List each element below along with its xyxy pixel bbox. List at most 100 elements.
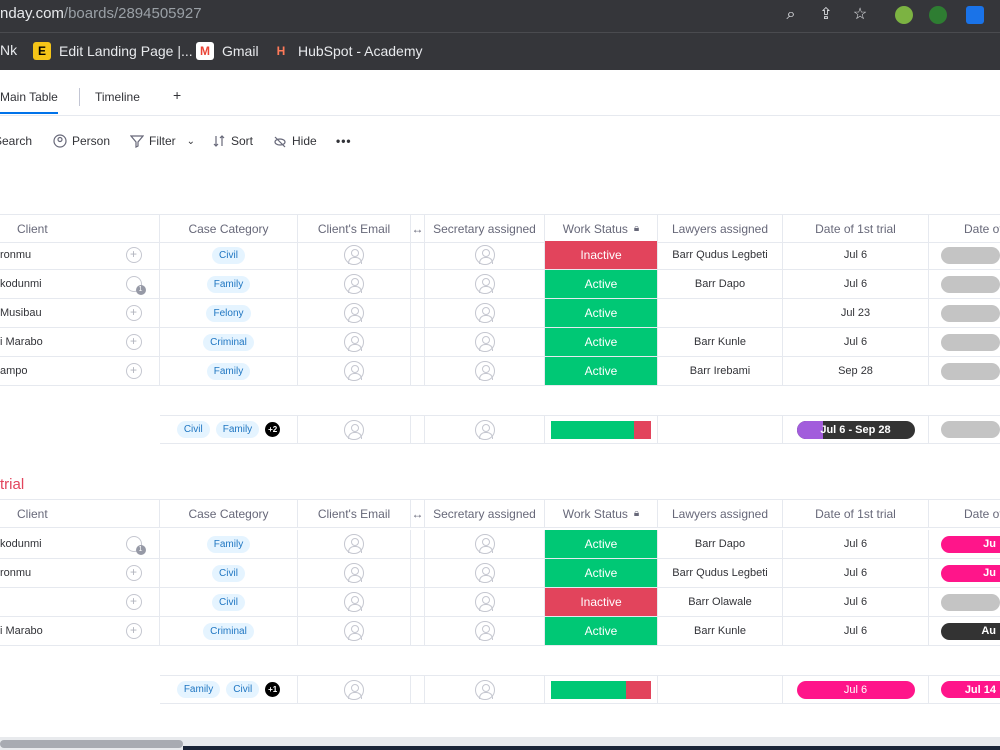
more-options-icon[interactable]: ••• bbox=[336, 134, 352, 148]
bookmark-star-icon[interactable]: ☆ bbox=[852, 6, 868, 23]
lawyer-cell[interactable]: Barr Kunle bbox=[658, 328, 783, 357]
lawyer-cell[interactable]: Barr Irebami bbox=[658, 357, 783, 386]
table-row[interactable]: Musibau + Felony Active Jul 23 bbox=[0, 299, 1000, 328]
email-cell[interactable] bbox=[298, 299, 411, 328]
date-range-summary[interactable]: Jul 6 bbox=[783, 675, 929, 704]
date2-cell[interactable]: Ju bbox=[929, 530, 1000, 559]
category-summary[interactable]: Civil Family +2 bbox=[160, 415, 298, 444]
column-header-lawyers[interactable]: Lawyers assigned bbox=[658, 214, 783, 243]
date2-cell[interactable] bbox=[929, 357, 1000, 386]
lawyer-cell[interactable]: Barr Dapo bbox=[658, 270, 783, 299]
lawyer-cell[interactable] bbox=[658, 299, 783, 328]
table-row[interactable]: ronmu + Civil Inactive Barr Qudus Legbet… bbox=[0, 241, 1000, 270]
status-cell[interactable]: Active bbox=[545, 530, 658, 559]
secretary-cell[interactable] bbox=[425, 588, 545, 617]
add-update-icon[interactable]: + bbox=[125, 594, 142, 610]
column-header-case-category[interactable]: Case Category bbox=[160, 499, 298, 528]
category-cell[interactable]: Civil bbox=[160, 588, 298, 617]
date-cell[interactable]: Jul 23 bbox=[783, 299, 929, 328]
add-update-icon[interactable]: + bbox=[125, 305, 142, 321]
date-cell[interactable]: Jul 6 bbox=[783, 559, 929, 588]
more-tags-badge[interactable]: +1 bbox=[265, 682, 281, 697]
column-header-client[interactable]: Client bbox=[0, 214, 108, 243]
table-row[interactable]: ronmu + Civil Active Barr Qudus Legbeti … bbox=[0, 559, 1000, 588]
search-button[interactable]: Search bbox=[0, 134, 33, 148]
tab-main-table[interactable]: Main Table bbox=[0, 90, 58, 114]
client-cell[interactable]: i Marabo bbox=[0, 328, 108, 357]
date-cell[interactable]: Sep 28 bbox=[783, 357, 929, 386]
updates-cell[interactable]: 1 bbox=[108, 530, 160, 559]
person-filter-button[interactable]: Person bbox=[53, 134, 110, 148]
share-icon[interactable]: ⇪ bbox=[819, 6, 833, 23]
client-cell[interactable]: kodunmi bbox=[0, 270, 108, 299]
browser-address-bar[interactable]: nday.com/boards/2894505927 ⌕ ⇪ ☆ bbox=[0, 0, 1000, 32]
column-header-secretary[interactable]: Secretary assigned bbox=[425, 499, 545, 528]
secretary-cell[interactable] bbox=[425, 357, 545, 386]
date-cell[interactable]: Jul 6 bbox=[783, 241, 929, 270]
column-header-date-2[interactable]: Date of bbox=[929, 499, 1000, 528]
column-resize-icon[interactable]: ↔ bbox=[411, 214, 425, 243]
column-header-secretary[interactable]: Secretary assigned bbox=[425, 214, 545, 243]
status-cell[interactable]: Active bbox=[545, 299, 658, 328]
status-cell[interactable]: Inactive bbox=[545, 241, 658, 270]
email-cell[interactable] bbox=[298, 530, 411, 559]
bookmark-item[interactable]: Nk bbox=[0, 42, 18, 58]
hide-button[interactable]: Hide bbox=[273, 134, 317, 148]
column-header-client[interactable]: Client bbox=[0, 499, 108, 528]
client-cell[interactable]: ronmu bbox=[0, 559, 108, 588]
column-header-email[interactable]: Client's Email bbox=[298, 214, 411, 243]
extension-icon[interactable] bbox=[929, 6, 947, 24]
column-header-date-2[interactable]: Date of bbox=[929, 214, 1000, 243]
column-header-case-category[interactable]: Case Category bbox=[160, 214, 298, 243]
category-cell[interactable]: Criminal bbox=[160, 328, 298, 357]
column-header-work-status[interactable]: Work Status 🔒︎ bbox=[545, 214, 658, 243]
category-cell[interactable]: Civil bbox=[160, 241, 298, 270]
client-cell[interactable]: Musibau bbox=[0, 299, 108, 328]
lawyer-cell[interactable]: Barr Dapo bbox=[658, 530, 783, 559]
category-cell[interactable]: Family bbox=[160, 530, 298, 559]
column-header-date-1st-trial[interactable]: Date of 1st trial bbox=[783, 214, 929, 243]
scrollbar-thumb[interactable] bbox=[0, 740, 183, 748]
category-cell[interactable]: Felony bbox=[160, 299, 298, 328]
conversation-icon[interactable]: 1 bbox=[125, 276, 146, 295]
email-cell[interactable] bbox=[298, 559, 411, 588]
date-cell[interactable]: Jul 6 bbox=[783, 328, 929, 357]
table-row[interactable]: i Marabo + Criminal Active Barr Kunle Ju… bbox=[0, 617, 1000, 646]
date2-cell[interactable] bbox=[929, 588, 1000, 617]
category-cell[interactable]: Family bbox=[160, 357, 298, 386]
status-cell[interactable]: Active bbox=[545, 617, 658, 646]
table-row[interactable]: kodunmi 1 Family Active Barr Dapo Jul 6 … bbox=[0, 530, 1000, 559]
zoom-icon[interactable]: ⌕ bbox=[786, 6, 796, 23]
category-cell[interactable]: Criminal bbox=[160, 617, 298, 646]
date2-cell[interactable] bbox=[929, 241, 1000, 270]
add-update-icon[interactable]: + bbox=[125, 363, 142, 379]
email-cell[interactable] bbox=[298, 588, 411, 617]
date-cell[interactable]: Jul 6 bbox=[783, 617, 929, 646]
date2-cell[interactable] bbox=[929, 270, 1000, 299]
add-update-icon[interactable]: + bbox=[125, 565, 142, 581]
date2-cell[interactable] bbox=[929, 328, 1000, 357]
date-range-summary[interactable]: Jul 6 - Sep 28 bbox=[783, 415, 929, 444]
table-row[interactable]: ampo + Family Active Barr Irebami Sep 28 bbox=[0, 357, 1000, 386]
updates-cell[interactable]: + bbox=[108, 559, 160, 588]
updates-cell[interactable]: + bbox=[108, 357, 160, 386]
table-row[interactable]: + Civil Inactive Barr Olawale Jul 6 bbox=[0, 588, 1000, 617]
email-cell[interactable] bbox=[298, 270, 411, 299]
tab-timeline[interactable]: Timeline bbox=[95, 90, 140, 104]
secretary-cell[interactable] bbox=[425, 328, 545, 357]
category-cell[interactable]: Family bbox=[160, 270, 298, 299]
updates-cell[interactable]: + bbox=[108, 299, 160, 328]
secretary-cell[interactable] bbox=[425, 241, 545, 270]
lawyer-cell[interactable]: Barr Kunle bbox=[658, 617, 783, 646]
updates-cell[interactable]: + bbox=[108, 241, 160, 270]
status-summary[interactable] bbox=[545, 415, 658, 444]
updates-cell[interactable]: + bbox=[108, 617, 160, 646]
add-update-icon[interactable]: + bbox=[125, 623, 142, 639]
status-cell[interactable]: Active bbox=[545, 328, 658, 357]
extension-icon[interactable] bbox=[895, 6, 913, 24]
table-row[interactable]: kodunmi 1 Family Active Barr Dapo Jul 6 bbox=[0, 270, 1000, 299]
client-cell[interactable]: kodunmi bbox=[0, 530, 108, 559]
bookmark-item[interactable]: E Edit Landing Page |... bbox=[33, 42, 193, 60]
email-cell[interactable] bbox=[298, 617, 411, 646]
status-cell[interactable]: Active bbox=[545, 270, 658, 299]
